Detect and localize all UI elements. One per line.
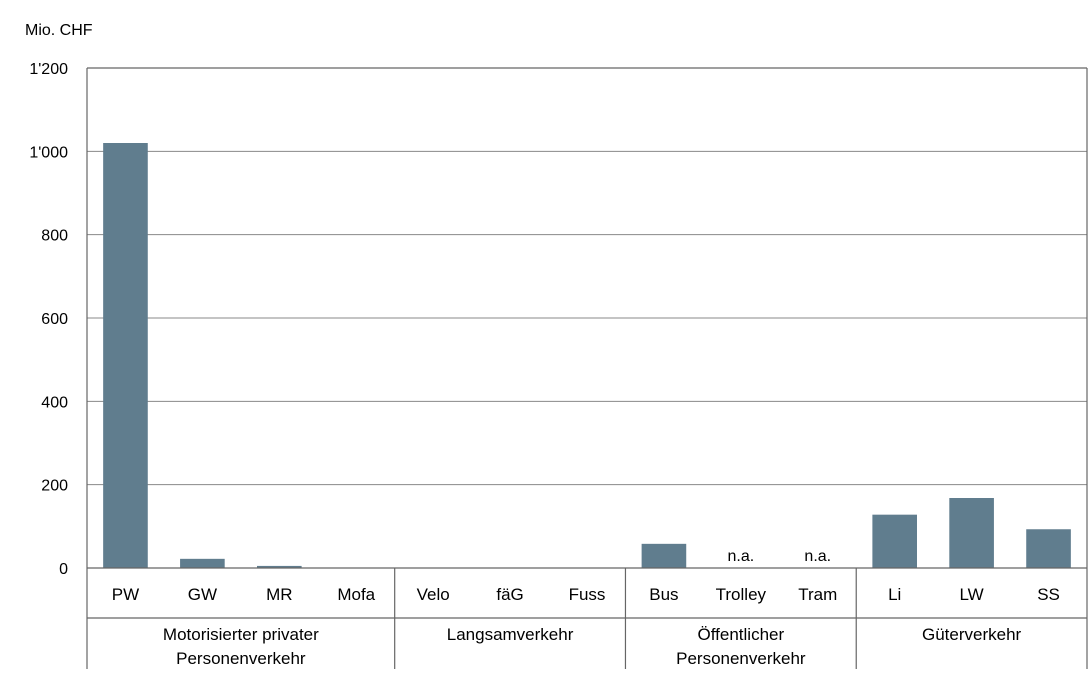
x-tick-label: Velo: [417, 585, 450, 604]
axis-frame: [86, 67, 1088, 669]
x-tick-label: GW: [188, 585, 217, 604]
bar-li: [872, 514, 917, 568]
group-label: Motorisierter privater: [163, 625, 319, 644]
x-tick-label: Li: [888, 585, 901, 604]
value-label: n.a.: [728, 548, 755, 565]
x-tick-label: LW: [959, 585, 983, 604]
group-label: Güterverkehr: [922, 625, 1022, 644]
y-tick-label: 1'000: [29, 144, 68, 161]
bar-bus: [641, 543, 687, 568]
bars: n.a. n.a.: [103, 143, 1071, 568]
group-label: Langsamverkehr: [447, 625, 574, 644]
y-tick-label: 800: [41, 228, 68, 245]
y-tick-label: 600: [41, 311, 68, 328]
y-tick-label: 0: [59, 561, 68, 578]
y-tick-labels: 0 200 400 600 800 1'000 1'200: [29, 61, 68, 578]
group-labels: Motorisierter privater Personenverkehr Lan…: [163, 625, 1022, 668]
x-tick-label: Bus: [649, 585, 678, 604]
x-tick-label: Tram: [798, 585, 837, 604]
x-tick-labels: PW GW MR Mofa Velo fäG Fuss Bus Trolley Tram Li LW S…: [112, 585, 1060, 604]
x-tick-label: fäG: [496, 585, 523, 604]
gridlines: [87, 67, 1087, 486]
x-tick-label: Mofa: [337, 585, 375, 604]
bar-lw: [949, 498, 994, 568]
y-tick-label: 400: [41, 394, 68, 411]
x-tick-label: Trolley: [716, 585, 767, 604]
bar-gw: [180, 558, 225, 568]
x-tick-label: MR: [266, 585, 292, 604]
x-tick-label: SS: [1037, 585, 1060, 604]
bar-ss: [1026, 529, 1071, 568]
x-tick-label: Fuss: [569, 585, 606, 604]
value-label: n.a.: [804, 548, 831, 565]
bar-pw: [103, 143, 148, 568]
group-label: Öffentlicher: [698, 625, 785, 644]
y-tick-label: 200: [41, 478, 68, 495]
x-tick-label: PW: [112, 585, 139, 604]
y-tick-label: 1'200: [29, 61, 68, 78]
y-axis-label: Mio. CHF: [25, 22, 93, 39]
group-label: Personenverkehr: [176, 649, 306, 668]
group-label: Personenverkehr: [676, 649, 806, 668]
bar-mr: [257, 565, 302, 568]
